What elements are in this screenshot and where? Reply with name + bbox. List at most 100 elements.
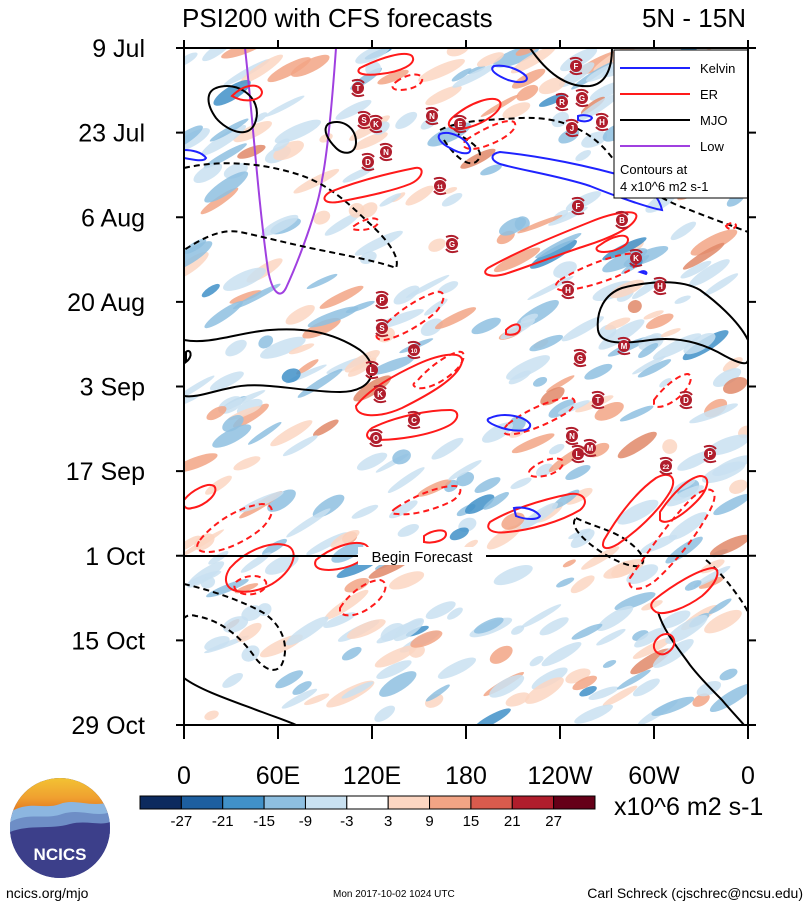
- anomaly-cell: [405, 185, 434, 206]
- anomaly-cell: [184, 238, 207, 254]
- anomaly-cell: [330, 529, 360, 548]
- anomaly-cell: [428, 238, 446, 252]
- anomaly-cell: [200, 576, 216, 589]
- anomaly-cell: [674, 295, 691, 304]
- anomaly-cell: [588, 442, 610, 458]
- colorbar: -27 -21 -15 -9 -3 3 9 15 21 27: [139, 795, 596, 830]
- anomaly-cell: [474, 617, 504, 634]
- anomaly-cell: [258, 335, 274, 349]
- storm-marker: 11: [433, 176, 447, 196]
- anomaly-cell: [562, 559, 576, 568]
- x-tick-label: 180: [445, 762, 487, 790]
- anomaly-cell: [596, 628, 626, 646]
- anomaly-cell: [265, 95, 305, 117]
- anomaly-cell: [307, 306, 359, 328]
- colorbar-label: 27: [545, 813, 562, 830]
- anomaly-cell: [418, 58, 465, 83]
- y-tick-label: 15 Oct: [71, 627, 145, 655]
- anomaly-cell: [602, 659, 617, 668]
- anomaly-cell: [489, 645, 513, 664]
- anomaly-cell: [499, 217, 527, 236]
- anomaly-cell: [240, 552, 271, 573]
- anomaly-cell: [206, 406, 227, 421]
- storm-marker: B: [615, 210, 629, 230]
- anomaly-cell: [223, 267, 266, 291]
- anomaly-cell: [506, 355, 550, 380]
- anomaly-cell: [448, 460, 482, 481]
- anomaly-cell: [324, 589, 369, 620]
- storm-marker-label: F: [576, 202, 581, 211]
- anomaly-cell: [712, 368, 742, 387]
- anomaly-cell: [632, 355, 666, 375]
- anomaly-cell: [619, 405, 654, 422]
- anomaly-cell: [465, 494, 495, 514]
- anomaly-cell: [290, 54, 330, 77]
- anomaly-cell: [713, 493, 748, 516]
- anomaly-cell: [665, 615, 708, 644]
- anomaly-cell: [341, 646, 362, 661]
- anomaly-cell: [502, 102, 531, 119]
- anomaly-cell: [304, 693, 330, 706]
- colorbar-label: -21: [212, 813, 234, 830]
- anomaly-cell: [585, 62, 621, 82]
- anomaly-cell: [632, 678, 660, 697]
- anomaly-cell: [353, 375, 392, 402]
- forecast-label: Begin Forecast: [372, 549, 474, 566]
- storm-marker-label: H: [599, 118, 605, 127]
- kelvin-contours: [184, 64, 664, 520]
- anomaly-cell: [222, 415, 244, 432]
- anomaly-cell: [533, 377, 548, 387]
- storm-marker-label: H: [657, 282, 663, 291]
- anomaly-cell: [335, 99, 372, 120]
- anomaly-cell: [604, 317, 631, 330]
- anomaly-cell: [581, 546, 620, 570]
- anomaly-cell: [212, 424, 252, 448]
- storm-marker: H: [595, 112, 609, 132]
- anomaly-cell: [341, 681, 374, 699]
- x-tick-label: 0: [177, 762, 191, 790]
- anomaly-cell: [184, 241, 213, 273]
- storm-marker: 22: [659, 456, 673, 476]
- anomaly-cell: [331, 542, 364, 563]
- anomaly-cell: [351, 504, 379, 519]
- anomaly-cell: [614, 592, 656, 611]
- colorbar-swatch: [263, 795, 306, 810]
- storm-marker-label: L: [576, 450, 581, 459]
- anomaly-cell: [356, 452, 388, 471]
- anomaly-cell: [447, 607, 463, 620]
- anomaly-cell: [202, 48, 232, 62]
- anomaly-cell: [449, 527, 469, 541]
- storm-marker-label: G: [579, 94, 585, 103]
- chart-title: PSI200 with CFS forecasts: [182, 3, 493, 33]
- anomaly-cell: [637, 359, 672, 378]
- anomaly-cell: [365, 61, 381, 76]
- anomaly-cell: [437, 657, 477, 679]
- anomaly-cell: [319, 285, 364, 309]
- storm-marker: N: [379, 142, 393, 162]
- anomaly-cell: [377, 69, 409, 85]
- storm-marker: S: [357, 110, 371, 130]
- storm-marker: J: [565, 118, 579, 138]
- anomaly-cell: [285, 304, 315, 325]
- storm-marker-label: 10: [411, 349, 418, 355]
- anomaly-cell: [452, 64, 496, 88]
- colorbar-swatch: [139, 795, 182, 810]
- anomaly-cell: [517, 215, 563, 234]
- anomaly-cell: [324, 213, 360, 236]
- anomaly-cell: [446, 48, 470, 57]
- anomaly-cell: [509, 415, 526, 431]
- colorbar-label: 9: [425, 813, 433, 830]
- colorbar-label: -3: [340, 813, 353, 830]
- anomaly-cell: [474, 477, 501, 493]
- storm-marker: N: [425, 106, 439, 126]
- anomaly-cell: [579, 685, 597, 697]
- storm-marker: N: [565, 426, 579, 446]
- anomaly-cell: [662, 439, 678, 454]
- anomaly-cell: [187, 570, 222, 585]
- legend: Kelvin ER MJO Low Contours at 4 x10^6 m2 s-…: [613, 49, 749, 199]
- footer-url[interactable]: ncics.org/mjo: [6, 885, 89, 901]
- anomaly-cell: [201, 125, 247, 156]
- anomaly-cell: [539, 617, 569, 636]
- storm-marker: K: [629, 248, 643, 268]
